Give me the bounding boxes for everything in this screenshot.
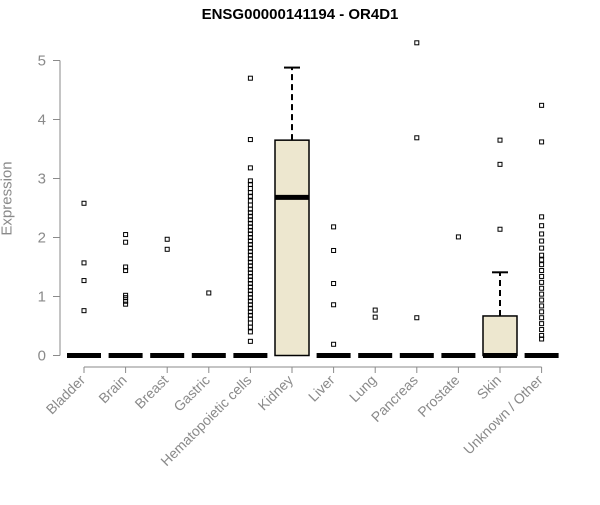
outlier-point: [539, 291, 545, 297]
outlier-point: [164, 236, 170, 242]
outlier-point: [247, 320, 253, 326]
outlier-point: [539, 223, 545, 229]
x-tick-label: Skin: [474, 372, 505, 403]
outlier-point: [331, 341, 337, 347]
y-tick-label: 1: [38, 289, 46, 306]
outlier-point: [247, 338, 253, 344]
outlier-point: [123, 232, 129, 238]
outlier-point: [247, 324, 253, 330]
outlier-point: [539, 315, 545, 321]
outlier-point: [539, 245, 545, 251]
x-tick-label: Liver: [305, 372, 338, 405]
outlier-point: [331, 281, 337, 287]
outlier-point: [539, 273, 545, 279]
x-tick-label: Bladder: [43, 372, 89, 418]
y-tick-label: 5: [38, 53, 46, 70]
x-tick-label: Unknown / Other: [460, 372, 546, 458]
y-axis-label: Expression: [0, 161, 16, 236]
outlier-point: [247, 193, 253, 199]
outlier-point: [539, 252, 545, 258]
box: [274, 139, 310, 357]
outlier-point: [81, 200, 87, 206]
outlier-point: [455, 234, 461, 240]
outlier-point: [539, 238, 545, 244]
y-tick-label: 4: [38, 112, 46, 129]
outlier-point: [81, 278, 87, 284]
outlier-point: [539, 139, 545, 145]
outlier-point: [497, 161, 503, 167]
outlier-point: [81, 260, 87, 266]
outlier-point: [331, 302, 337, 308]
outlier-point: [247, 186, 253, 192]
outlier-point: [247, 75, 253, 81]
chart-title: ENSG00000141194 - OR4D1: [201, 6, 399, 23]
outlier-point: [123, 301, 129, 307]
outlier-point: [247, 165, 253, 171]
outlier-point: [247, 329, 253, 335]
outlier-point: [247, 198, 253, 204]
outlier-point: [539, 257, 545, 263]
x-tick-label: Prostate: [414, 372, 462, 420]
outlier-point: [414, 40, 420, 46]
outlier-point: [497, 226, 503, 232]
outlier-point: [81, 308, 87, 314]
outlier-point: [539, 268, 545, 274]
outlier-point: [539, 285, 545, 291]
outlier-point: [539, 214, 545, 220]
outlier-point: [539, 297, 545, 303]
x-tick-label: Kidney: [255, 372, 297, 414]
box: [482, 315, 518, 357]
outlier-point: [123, 239, 129, 245]
outlier-point: [539, 262, 545, 268]
outlier-point: [123, 298, 129, 304]
outlier-point: [539, 336, 545, 342]
outlier-point: [331, 247, 337, 253]
outlier-point: [497, 137, 503, 143]
y-tick-label: 3: [38, 171, 46, 188]
outlier-point: [372, 314, 378, 320]
outlier-point: [372, 307, 378, 313]
outlier-point: [164, 246, 170, 252]
outlier-point: [539, 327, 545, 333]
outlier-point: [539, 321, 545, 327]
outlier-point: [206, 290, 212, 296]
outlier-point: [539, 309, 545, 315]
x-tick-label: Brain: [95, 372, 129, 406]
outlier-point: [247, 137, 253, 143]
outlier-point: [331, 224, 337, 230]
y-tick-label: 2: [38, 230, 46, 247]
outlier-point: [247, 202, 253, 208]
outlier-point: [539, 279, 545, 285]
y-tick-label: 0: [38, 348, 46, 365]
outlier-point: [539, 231, 545, 237]
outlier-point: [414, 135, 420, 141]
outlier-point: [539, 102, 545, 108]
outlier-point: [414, 315, 420, 321]
outlier-point: [539, 303, 545, 309]
x-tick-label: Lung: [346, 372, 379, 405]
outlier-point: [123, 268, 129, 274]
x-tick-label: Breast: [131, 372, 171, 412]
